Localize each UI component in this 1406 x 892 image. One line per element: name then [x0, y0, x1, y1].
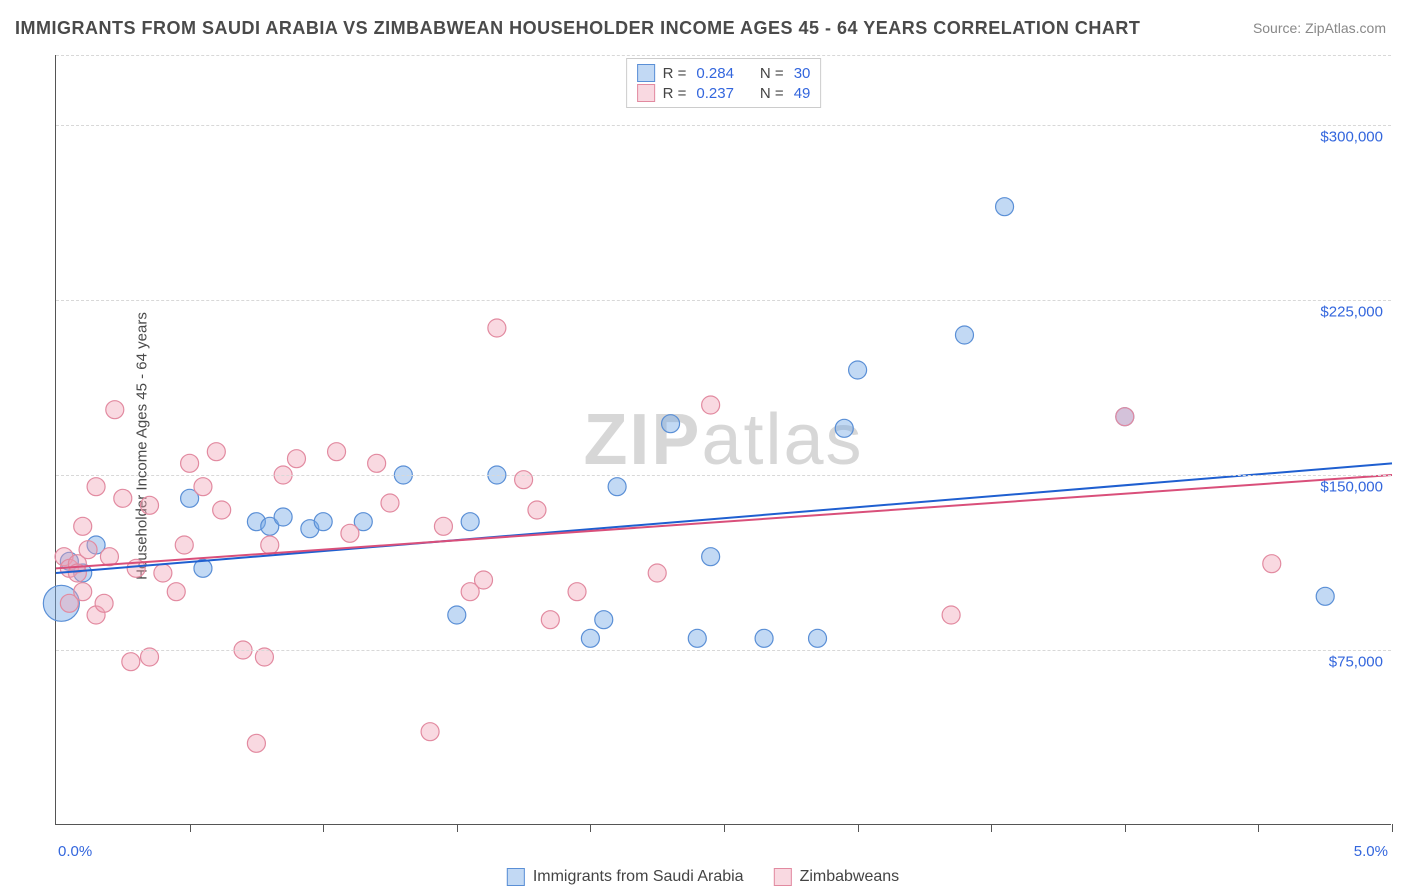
- data-point: [809, 629, 827, 647]
- x-tick: [858, 824, 859, 832]
- data-point: [314, 513, 332, 531]
- data-point: [702, 548, 720, 566]
- data-point: [79, 541, 97, 559]
- source-citation: Source: ZipAtlas.com: [1253, 20, 1386, 36]
- data-point: [368, 454, 386, 472]
- data-point: [341, 524, 359, 542]
- data-point: [74, 583, 92, 601]
- x-tick: [457, 824, 458, 832]
- x-axis-label-min: 0.0%: [58, 843, 92, 860]
- data-point: [755, 629, 773, 647]
- data-point: [942, 606, 960, 624]
- x-tick: [323, 824, 324, 832]
- data-point: [662, 415, 680, 433]
- data-point: [100, 548, 118, 566]
- data-point: [381, 494, 399, 512]
- x-axis-label-max: 5.0%: [1354, 843, 1388, 860]
- source-label: Source:: [1253, 20, 1301, 36]
- data-point: [247, 734, 265, 752]
- data-point: [1263, 555, 1281, 573]
- data-point: [175, 536, 193, 554]
- gridline: [56, 125, 1391, 126]
- y-tick-label: $150,000: [1320, 479, 1383, 496]
- x-tick: [1392, 824, 1393, 832]
- data-point: [261, 536, 279, 554]
- data-point: [541, 611, 559, 629]
- data-point: [475, 571, 493, 589]
- data-point: [328, 443, 346, 461]
- data-point: [434, 517, 452, 535]
- data-point: [207, 443, 225, 461]
- data-point: [955, 326, 973, 344]
- data-point: [448, 606, 466, 624]
- data-point: [106, 401, 124, 419]
- x-tick: [724, 824, 725, 832]
- y-tick-label: $225,000: [1320, 304, 1383, 321]
- x-tick: [1125, 824, 1126, 832]
- data-point: [581, 629, 599, 647]
- source-value: ZipAtlas.com: [1305, 20, 1386, 36]
- data-point: [608, 478, 626, 496]
- x-tick: [590, 824, 591, 832]
- gridline: [56, 650, 1391, 651]
- y-tick-label: $300,000: [1320, 129, 1383, 146]
- data-point: [87, 478, 105, 496]
- data-point: [122, 653, 140, 671]
- data-point: [835, 419, 853, 437]
- data-point: [74, 517, 92, 535]
- data-point: [114, 489, 132, 507]
- x-tick: [991, 824, 992, 832]
- gridline: [56, 475, 1391, 476]
- data-point: [595, 611, 613, 629]
- data-point: [849, 361, 867, 379]
- legend-series: Immigrants from Saudi Arabia Zimbabweans: [507, 868, 899, 886]
- scatter-svg: [56, 55, 1391, 824]
- data-point: [702, 396, 720, 414]
- data-point: [141, 496, 159, 514]
- data-point: [287, 450, 305, 468]
- data-point: [488, 319, 506, 337]
- data-point: [461, 513, 479, 531]
- data-point: [274, 508, 292, 526]
- data-point: [1116, 408, 1134, 426]
- x-tick: [1258, 824, 1259, 832]
- data-point: [213, 501, 231, 519]
- data-point: [181, 454, 199, 472]
- data-point: [528, 501, 546, 519]
- gridline: [56, 55, 1391, 56]
- data-point: [648, 564, 666, 582]
- legend-swatch: [774, 868, 792, 886]
- legend-item: Immigrants from Saudi Arabia: [507, 868, 744, 886]
- correlation-chart: IMMIGRANTS FROM SAUDI ARABIA VS ZIMBABWE…: [0, 0, 1406, 892]
- data-point: [688, 629, 706, 647]
- data-point: [194, 478, 212, 496]
- y-tick-label: $75,000: [1329, 654, 1383, 671]
- legend-label: Zimbabweans: [800, 868, 900, 886]
- chart-title: IMMIGRANTS FROM SAUDI ARABIA VS ZIMBABWE…: [15, 18, 1140, 39]
- data-point: [421, 723, 439, 741]
- data-point: [95, 594, 113, 612]
- data-point: [568, 583, 586, 601]
- data-point: [996, 198, 1014, 216]
- data-point: [515, 471, 533, 489]
- data-point: [167, 583, 185, 601]
- data-point: [154, 564, 172, 582]
- plot-area: ZIPatlas R =0.284N =30R =0.237N =49 $75,…: [55, 55, 1391, 825]
- legend-item: Zimbabweans: [774, 868, 900, 886]
- legend-swatch: [507, 868, 525, 886]
- x-tick: [190, 824, 191, 832]
- data-point: [1316, 587, 1334, 605]
- legend-label: Immigrants from Saudi Arabia: [533, 868, 744, 886]
- gridline: [56, 300, 1391, 301]
